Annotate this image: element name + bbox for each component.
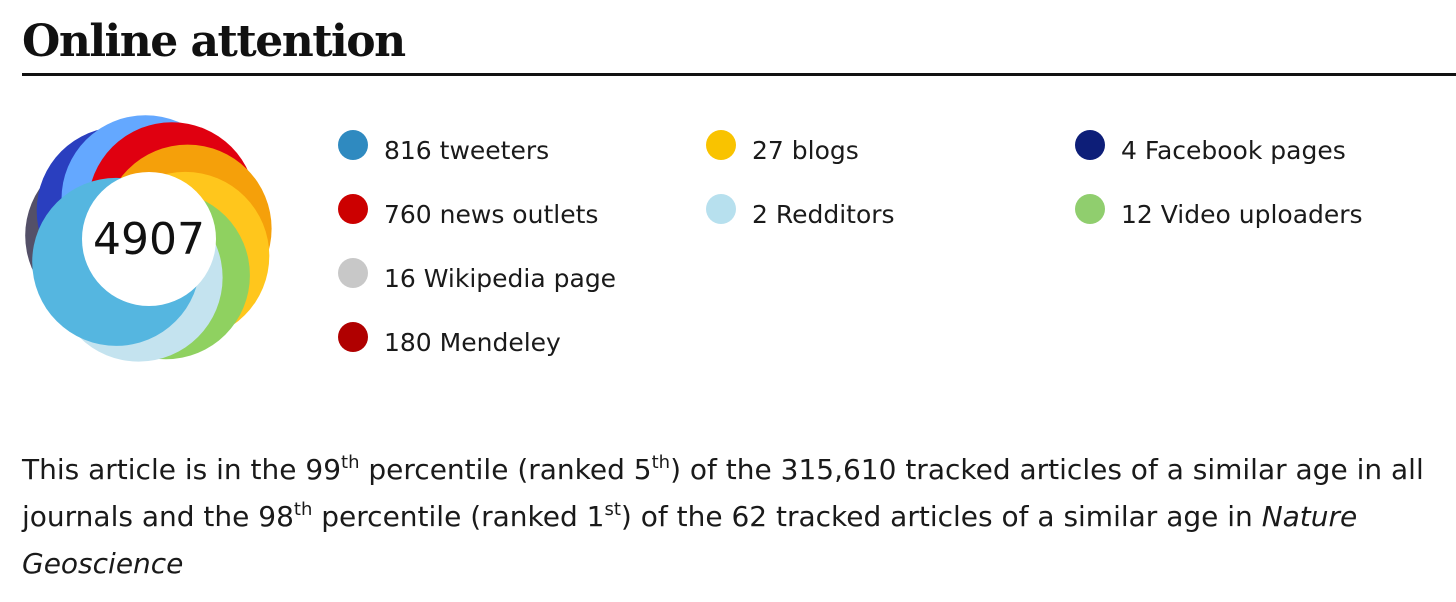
summary-text: ) of the 62 tracked articles of a simila… [620, 500, 1262, 533]
source-label: 12 Video uploaders [1121, 199, 1363, 229]
summary-text: ) of the 315,610 tracked articles of a s… [22, 453, 1424, 533]
source-label: 816 tweeters [384, 135, 550, 165]
source-news-outlets[interactable]: 760 news outlets [338, 194, 598, 234]
ordinal-suffix: st [604, 499, 621, 520]
title-divider [22, 73, 1456, 76]
wikipedia-dot [338, 258, 368, 288]
source-label: 2 Redditors [752, 199, 895, 229]
source-label: 760 news outlets [384, 199, 599, 229]
source-mendeley[interactable]: 180 Mendeley [338, 322, 561, 362]
source-tweeters[interactable]: 816 tweeters [338, 130, 549, 170]
reddit-dot [706, 194, 736, 224]
source-label: 16 Wikipedia page [384, 263, 617, 293]
altmetric-donut-badge[interactable]: 4907 [20, 110, 278, 368]
journal-name: Nature Geoscience [22, 500, 1358, 580]
tweeters-dot [338, 130, 368, 160]
source-facebook-pages[interactable]: 4 Facebook pages [1075, 130, 1346, 170]
summary-text: This article is in the 99 [22, 453, 342, 486]
source-video-uploaders[interactable]: 12 Video uploaders [1075, 194, 1363, 234]
facebook-dot [1075, 130, 1105, 160]
badge-center [82, 172, 216, 306]
source-wikipedia[interactable]: 16 Wikipedia page [338, 258, 616, 298]
source-label: 4 Facebook pages [1121, 135, 1346, 165]
source-redditors[interactable]: 2 Redditors [706, 194, 895, 234]
source-label: 27 blogs [752, 135, 859, 165]
percentile-summary: This article is in the 99th percentile (… [22, 446, 1442, 587]
ordinal-suffix: th [293, 499, 313, 520]
blogs-dot [706, 130, 736, 160]
ordinal-suffix: th [341, 452, 360, 473]
summary-text: percentile (ranked 1 [312, 500, 605, 533]
source-blogs[interactable]: 27 blogs [706, 130, 859, 170]
summary-text: percentile (ranked 5 [359, 453, 652, 486]
ordinal-suffix: th [651, 452, 671, 473]
attention-score: 4907 [93, 214, 205, 265]
section-title: Online attention [22, 16, 406, 67]
source-label: 180 Mendeley [384, 327, 561, 357]
mendeley-dot [338, 322, 368, 352]
news-dot [338, 194, 368, 224]
video-dot [1075, 194, 1105, 224]
